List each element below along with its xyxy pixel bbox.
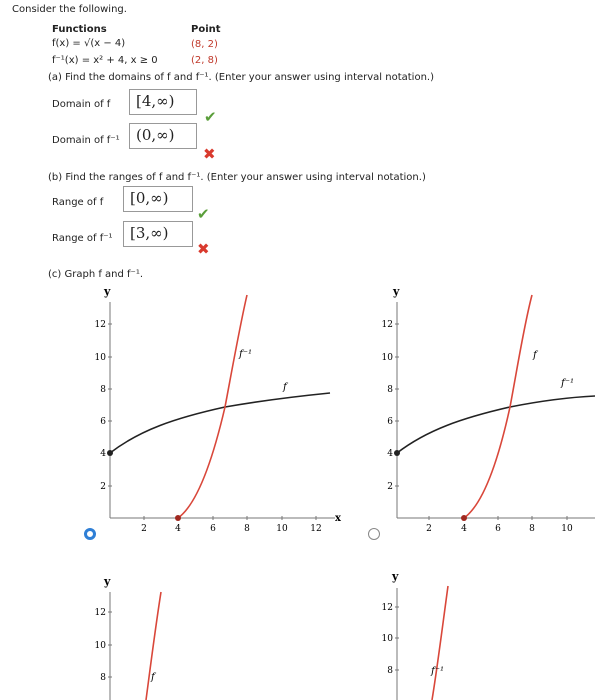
finv-definition: f⁻¹(x) = x² + 4, x ≥ 0: [52, 55, 158, 66]
x-tick: 6: [210, 524, 216, 534]
point-header: Point: [191, 24, 221, 35]
y-tick: 6: [387, 417, 393, 427]
y-tick: 12: [382, 603, 393, 613]
x-tick: 2: [426, 524, 432, 534]
y-tick: 2: [387, 482, 393, 492]
domain-f-answer[interactable]: [4,∞): [129, 89, 197, 115]
x-tick: 10: [561, 524, 573, 534]
y-tick: 4: [387, 449, 393, 459]
x-tick: 12: [310, 524, 321, 534]
y-tick: 10: [95, 353, 107, 363]
range-finv-answer[interactable]: [3,∞): [123, 221, 193, 247]
part-b-prompt: (b) Find the ranges of f and f⁻¹. (Enter…: [48, 172, 426, 183]
y-tick: 8: [100, 385, 106, 395]
y-axis-label: y: [392, 285, 400, 298]
check-icon: ✔: [197, 205, 210, 223]
y-tick: 12: [95, 608, 106, 618]
f-curve: [109, 392, 331, 454]
x-tick: 4: [461, 524, 467, 534]
finv-curve: [177, 294, 248, 519]
graph-option-3[interactable]: y 12 10 8 f: [0, 570, 360, 700]
f-endpoint: [107, 450, 113, 456]
finv-curve: [431, 585, 449, 700]
y-axis-label: y: [103, 285, 111, 298]
y-tick: 12: [382, 320, 393, 330]
y-tick: 8: [387, 385, 393, 395]
y-tick: 6: [100, 417, 106, 427]
x-tick: 6: [495, 524, 501, 534]
range-f-answer[interactable]: [0,∞): [123, 186, 193, 212]
finv-label: f⁻¹: [238, 349, 252, 360]
cross-icon: ✖: [197, 240, 210, 258]
y-tick: 10: [382, 634, 394, 644]
y-tick: 2: [100, 482, 106, 492]
y-tick: 8: [100, 673, 106, 683]
f-label: f: [532, 350, 539, 361]
x-tick: 2: [141, 524, 147, 534]
y-tick: 8: [387, 666, 393, 676]
y-axis-label: y: [391, 570, 399, 583]
x-tick: 10: [276, 524, 288, 534]
radio-option-2[interactable]: [368, 528, 380, 540]
x-tick: 4: [175, 524, 181, 534]
finv-label: f⁻¹: [560, 378, 574, 389]
domain-finv-answer[interactable]: (0,∞): [129, 123, 197, 149]
finv-label: f⁻¹: [430, 666, 444, 677]
y-tick: 10: [382, 353, 394, 363]
x-axis-label: x: [335, 513, 342, 524]
cross-icon: ✖: [203, 145, 216, 163]
x-tick: 8: [244, 524, 250, 534]
domain-finv-label: Domain of f⁻¹: [52, 135, 120, 146]
graph-option-2[interactable]: y 12 10 8 6 4 2 2 4 6 8 10 f f⁻¹: [360, 280, 595, 550]
intro-text: Consider the following.: [12, 4, 127, 15]
f-curve: [396, 395, 595, 454]
f-label: f: [282, 382, 289, 393]
finv-endpoint: [461, 515, 467, 521]
range-finv-label: Range of f⁻¹: [52, 233, 113, 244]
y-axis-label: y: [103, 575, 111, 588]
part-a-prompt: (a) Find the domains of f and f⁻¹. (Ente…: [48, 72, 434, 83]
range-f-label: Range of f: [52, 197, 104, 208]
y-tick: 10: [95, 641, 107, 651]
f-point: (8, 2): [191, 39, 218, 50]
finv-point: (2, 8): [191, 55, 218, 66]
graph-option-1[interactable]: y 12 10 8 6 4 2 2 4 6 8 10 12 x f⁻¹ f: [0, 280, 360, 550]
graph-option-4[interactable]: y 12 10 8 f⁻¹: [360, 570, 595, 700]
functions-header: Functions: [52, 24, 107, 35]
f-curve: [145, 591, 162, 700]
f-endpoint: [394, 450, 400, 456]
radio-option-1[interactable]: [84, 528, 96, 540]
finv-curve: [463, 294, 533, 519]
f-definition: f(x) = √(x − 4): [52, 38, 126, 49]
domain-f-label: Domain of f: [52, 99, 111, 110]
y-tick: 4: [100, 449, 106, 459]
f-label: f: [150, 672, 157, 683]
y-tick: 12: [95, 320, 106, 330]
finv-endpoint: [175, 515, 181, 521]
part-c-prompt: (c) Graph f and f⁻¹.: [48, 269, 144, 280]
x-tick: 8: [529, 524, 535, 534]
check-icon: ✔: [204, 108, 217, 126]
